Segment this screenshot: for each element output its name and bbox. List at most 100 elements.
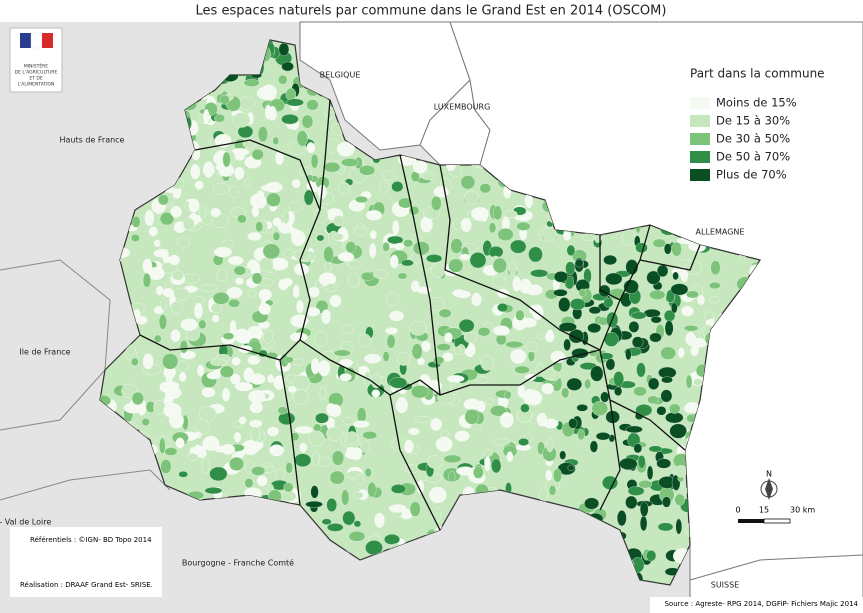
legend: Part dans la commune Moins de 15% De 15 à … (680, 60, 830, 190)
commune (222, 388, 230, 402)
commune (142, 272, 151, 288)
commune (450, 238, 463, 254)
commune (480, 355, 494, 371)
commune (354, 473, 364, 485)
commune (447, 375, 465, 383)
commune (168, 254, 180, 266)
commune (367, 481, 377, 498)
commune (288, 201, 302, 212)
commune (389, 310, 404, 322)
commune (458, 318, 475, 333)
commune (495, 333, 507, 346)
commune (244, 478, 254, 488)
legend-label: De 15 à 30% (716, 114, 790, 128)
commune (362, 156, 373, 167)
commune (566, 244, 576, 256)
commune (202, 435, 220, 451)
commune (299, 442, 307, 453)
commune (292, 179, 301, 188)
flag-white (30, 32, 43, 49)
commune (590, 365, 604, 382)
commune (326, 426, 343, 441)
commune (169, 412, 184, 429)
scale-bar (738, 519, 764, 523)
commune (162, 288, 174, 298)
commune (336, 141, 356, 157)
commune (416, 480, 425, 495)
commune (370, 373, 382, 389)
commune (257, 126, 268, 143)
commune (491, 458, 502, 474)
commune (657, 522, 674, 532)
commune (526, 390, 543, 406)
commune (497, 303, 509, 312)
commune (426, 254, 443, 263)
commune (173, 287, 190, 301)
commune (290, 228, 299, 236)
department-borders (139, 99, 701, 531)
commune (625, 348, 632, 361)
commune (619, 457, 638, 471)
commune (559, 450, 567, 460)
commune (409, 501, 421, 517)
commune (273, 375, 286, 390)
commune (386, 291, 400, 306)
commune (371, 389, 381, 398)
commune (320, 350, 338, 363)
commune (359, 165, 376, 176)
commune (709, 296, 720, 304)
region-border (0, 259, 111, 431)
commune (212, 292, 230, 305)
commune (614, 386, 623, 396)
commune (301, 114, 314, 129)
commune (247, 289, 257, 298)
commune (388, 504, 407, 513)
commune (250, 426, 260, 442)
commune (670, 283, 689, 296)
commune (259, 256, 274, 273)
legend-swatch (690, 97, 710, 109)
commune (324, 261, 332, 272)
commune (567, 464, 575, 472)
commune (310, 485, 319, 499)
commune (454, 430, 470, 442)
commune (587, 322, 602, 334)
commune (686, 290, 699, 299)
commune (338, 182, 351, 195)
commune (204, 487, 223, 495)
legend-swatch (690, 151, 710, 163)
commune (646, 465, 654, 480)
commune (463, 332, 478, 343)
commune (558, 297, 571, 312)
region-label: LUXEMBOURG (434, 103, 491, 112)
commune (235, 154, 245, 161)
commune (656, 406, 667, 416)
commune (345, 449, 358, 459)
commune (162, 353, 179, 370)
commune (421, 341, 431, 352)
commune (464, 409, 480, 425)
commune (639, 515, 648, 532)
commune (500, 412, 514, 428)
commune (566, 377, 583, 391)
commune (201, 457, 210, 474)
commune (510, 239, 527, 254)
commune (194, 180, 204, 190)
commune (141, 418, 150, 426)
commune (636, 362, 646, 378)
commune (326, 138, 340, 154)
commune (448, 258, 464, 273)
commune (452, 289, 466, 298)
commune (355, 196, 368, 203)
commune (214, 113, 225, 123)
legend-label: Plus de 70% (716, 168, 787, 182)
commune (142, 353, 154, 370)
commune (238, 416, 247, 425)
commune (272, 231, 281, 241)
commune (438, 308, 452, 318)
commune (603, 254, 617, 266)
commune (565, 261, 576, 275)
commune (537, 333, 545, 340)
commune (470, 423, 482, 431)
